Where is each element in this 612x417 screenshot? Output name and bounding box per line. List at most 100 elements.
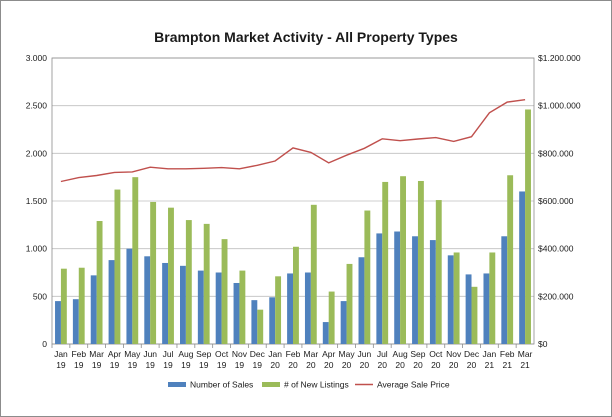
x-tick-label-year: 20 <box>306 360 316 370</box>
x-tick-label-month: Sep <box>410 349 425 359</box>
bar-new-listings <box>328 291 335 344</box>
bar-sales <box>144 256 151 344</box>
x-tick-label-month: Jul <box>377 349 388 359</box>
bar-new-listings <box>78 267 85 344</box>
x-tick-label-year: 20 <box>270 360 280 370</box>
y-left-tick-label: 1.500 <box>26 196 48 206</box>
bar-new-listings <box>507 175 514 344</box>
bar-new-listings <box>114 189 121 344</box>
bar-sales <box>429 240 436 344</box>
x-tick-label-month: Jan <box>483 349 497 359</box>
bar-new-listings <box>293 246 299 344</box>
bar-new-listings <box>417 180 424 344</box>
legend-item-sales: Number of Sales <box>190 380 253 390</box>
bar-new-listings <box>310 204 317 344</box>
x-tick-label-year: 20 <box>378 360 388 370</box>
bar-sales <box>269 297 276 344</box>
bar-new-listings <box>60 268 67 344</box>
y-right-tick-label: $600.000 <box>538 196 574 206</box>
x-tick-label-month: Apr <box>108 349 121 359</box>
bar-new-listings <box>346 263 353 344</box>
bar-sales <box>304 272 311 344</box>
x-tick-label-month: Aug <box>393 349 408 359</box>
bar-sales <box>412 236 418 344</box>
bar-sales <box>108 260 115 344</box>
y-right-tick-label: $0 <box>538 339 548 349</box>
x-tick-label-month: Jul <box>163 349 174 359</box>
bar-sales <box>215 272 222 344</box>
bar-new-listings <box>132 177 139 344</box>
x-tick-label-month: May <box>124 349 141 359</box>
x-tick-label-year: 19 <box>199 360 209 370</box>
x-tick-label-year: 20 <box>360 360 370 370</box>
y-left-tick-label: 1.000 <box>26 244 48 254</box>
y-left-tick-label: 2.500 <box>26 101 48 111</box>
bar-new-listings <box>382 181 389 344</box>
bar-sales <box>376 233 383 344</box>
bar-sales <box>501 236 508 344</box>
bar-sales <box>358 257 365 344</box>
x-tick-label-month: Feb <box>286 349 301 359</box>
legend-item-new-listings: # of New Listings <box>284 380 349 390</box>
bar-sales <box>483 273 490 344</box>
bar-new-listings <box>168 207 174 344</box>
x-tick-label-month: Oct <box>215 349 229 359</box>
x-tick-label-year: 19 <box>181 360 191 370</box>
bar-sales <box>72 299 79 344</box>
x-tick-label-year: 19 <box>163 360 173 370</box>
line-average-sale-price <box>60 99 526 183</box>
x-tick-label-month: Oct <box>429 349 443 359</box>
x-tick-label-month: Mar <box>304 349 319 359</box>
y-right-tick-label: $800.000 <box>538 148 574 158</box>
bar-new-listings <box>471 286 478 344</box>
x-tick-label-year: 19 <box>92 360 102 370</box>
bar-sales <box>447 255 454 344</box>
x-tick-label-year: 19 <box>110 360 120 370</box>
bar-new-listings <box>489 252 496 344</box>
x-tick-label-year: 20 <box>324 360 334 370</box>
x-tick-label-year: 19 <box>74 360 84 370</box>
x-tick-label-year: 21 <box>520 360 530 370</box>
legend-item-average-sale-price: Average Sale Price <box>377 380 450 390</box>
bar-sales <box>197 270 204 344</box>
x-tick-label-month: Feb <box>71 349 86 359</box>
bar-sales <box>394 231 401 344</box>
x-tick-label-year: 19 <box>217 360 227 370</box>
x-tick-label-year: 19 <box>56 360 66 370</box>
plot-area: 0 500 1.000 1.500 2.000 2.500 3.000 $0 $200.000 $… <box>26 53 581 370</box>
bar-new-listings <box>453 252 460 344</box>
legend-swatch <box>262 382 280 387</box>
x-tick-label-year: 20 <box>449 360 459 370</box>
x-tick-label-month: Dec <box>250 349 266 359</box>
bar-sales <box>233 282 240 344</box>
x-tick-label-month: Mar <box>518 349 533 359</box>
x-tick-label-month: Jun <box>358 349 372 359</box>
chart-title: Brampton Market Activity - All Property … <box>154 29 458 45</box>
bar-sales <box>126 248 133 344</box>
bar-new-listings <box>364 210 371 344</box>
x-tick-label-month: Nov <box>232 349 248 359</box>
x-tick-label-year: 20 <box>342 360 352 370</box>
y-left-tick-label: 2.000 <box>26 148 48 158</box>
x-tick-label-year: 20 <box>431 360 441 370</box>
x-tick-label-year: 21 <box>502 360 512 370</box>
bar-new-listings <box>185 220 192 344</box>
bar-sales <box>90 275 97 344</box>
bar-new-listings <box>257 309 264 344</box>
x-tick-label-month: Aug <box>178 349 193 359</box>
x-tick-label-month: Feb <box>500 349 515 359</box>
x-tick-label-month: Jan <box>54 349 68 359</box>
x-tick-label-month: May <box>339 349 356 359</box>
legend: Number of Sales # of New Listings Average … <box>168 380 450 390</box>
bar-new-listings <box>96 221 103 344</box>
y-left-tick-label: 3.000 <box>26 53 48 63</box>
bar-sales <box>340 301 347 344</box>
x-tick-label-month: Jan <box>268 349 282 359</box>
x-tick-label-month: Apr <box>322 349 335 359</box>
bar-sales <box>322 322 329 344</box>
x-tick-label-month: Nov <box>446 349 462 359</box>
x-tick-label-year: 20 <box>413 360 423 370</box>
bar-new-listings <box>239 270 246 344</box>
bar-sales <box>55 301 61 344</box>
